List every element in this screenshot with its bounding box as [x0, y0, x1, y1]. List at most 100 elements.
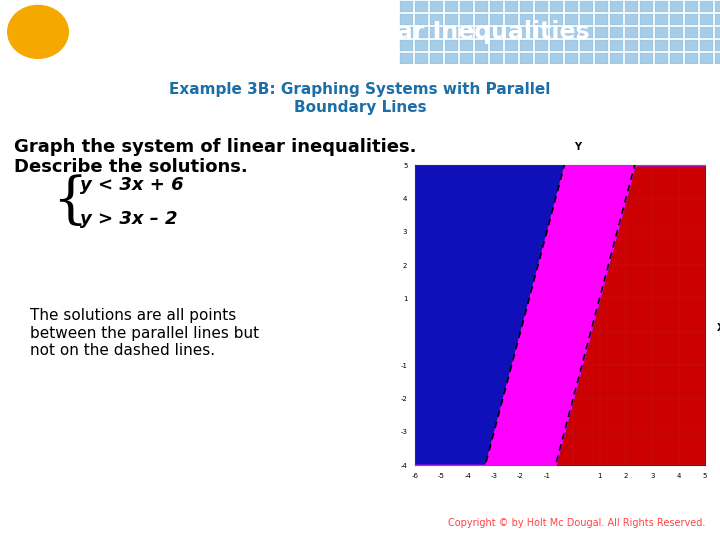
Bar — [445, 26, 458, 38]
Bar — [520, 14, 533, 25]
Ellipse shape — [7, 5, 69, 59]
Bar — [490, 39, 503, 51]
Bar — [430, 26, 443, 38]
Bar — [685, 14, 698, 25]
Bar — [565, 14, 578, 25]
Bar — [490, 52, 503, 64]
Bar — [610, 39, 623, 51]
Bar — [655, 52, 668, 64]
Bar — [625, 39, 638, 51]
Bar — [625, 26, 638, 38]
Text: Y: Y — [575, 141, 582, 152]
Bar — [565, 1, 578, 12]
Bar — [610, 52, 623, 64]
Bar — [550, 14, 563, 25]
Bar — [685, 26, 698, 38]
Bar — [430, 1, 443, 12]
Bar — [460, 26, 473, 38]
Bar — [445, 52, 458, 64]
Bar — [655, 26, 668, 38]
Bar — [565, 26, 578, 38]
Bar — [610, 14, 623, 25]
Bar — [700, 26, 713, 38]
Bar — [400, 14, 413, 25]
Bar — [535, 26, 548, 38]
Bar — [520, 39, 533, 51]
Bar — [535, 1, 548, 12]
Bar — [520, 52, 533, 64]
Bar — [460, 1, 473, 12]
Bar — [640, 1, 653, 12]
Bar — [535, 14, 548, 25]
Bar — [415, 14, 428, 25]
Bar — [715, 52, 720, 64]
Bar — [700, 52, 713, 64]
Bar — [565, 52, 578, 64]
Bar — [550, 26, 563, 38]
Text: The solutions are all points
between the parallel lines but
not on the dashed li: The solutions are all points between the… — [30, 308, 259, 358]
Bar — [715, 14, 720, 25]
Text: Graph the system of linear inequalities.
Describe the solutions.: Graph the system of linear inequalities.… — [14, 138, 416, 177]
Bar — [595, 39, 608, 51]
Bar — [685, 1, 698, 12]
Bar — [415, 1, 428, 12]
Bar — [580, 26, 593, 38]
Bar — [430, 52, 443, 64]
Bar — [460, 14, 473, 25]
Bar — [640, 14, 653, 25]
Bar — [550, 52, 563, 64]
Bar — [415, 39, 428, 51]
Bar — [490, 1, 503, 12]
Bar — [490, 26, 503, 38]
Bar — [640, 26, 653, 38]
Bar — [670, 14, 683, 25]
Text: Holt Mc.Dougal Algebra 1: Holt Mc.Dougal Algebra 1 — [14, 518, 157, 528]
Text: X: X — [717, 323, 720, 333]
Bar — [625, 14, 638, 25]
Bar — [550, 39, 563, 51]
Bar — [505, 26, 518, 38]
Bar — [595, 26, 608, 38]
Bar — [460, 39, 473, 51]
Bar — [400, 26, 413, 38]
Bar — [700, 14, 713, 25]
Text: Example 3B: Graphing Systems with Parallel
Boundary Lines: Example 3B: Graphing Systems with Parall… — [169, 82, 551, 114]
Bar — [685, 52, 698, 64]
Bar — [400, 39, 413, 51]
Bar — [535, 39, 548, 51]
Bar — [445, 39, 458, 51]
Text: Solving Systems of Linear Inequalities: Solving Systems of Linear Inequalities — [78, 20, 590, 44]
Bar — [700, 1, 713, 12]
Bar — [625, 52, 638, 64]
Bar — [655, 39, 668, 51]
Bar — [655, 14, 668, 25]
Text: y > 3x – 2: y > 3x – 2 — [80, 210, 178, 228]
Bar — [580, 39, 593, 51]
Text: {: { — [52, 175, 87, 230]
Bar — [460, 52, 473, 64]
Bar — [400, 1, 413, 12]
Bar — [475, 39, 488, 51]
Bar — [565, 39, 578, 51]
Bar — [595, 14, 608, 25]
Bar — [580, 1, 593, 12]
Bar — [670, 39, 683, 51]
Bar — [640, 52, 653, 64]
Bar — [670, 52, 683, 64]
Bar — [715, 26, 720, 38]
Bar — [670, 26, 683, 38]
Bar — [595, 1, 608, 12]
Bar — [505, 1, 518, 12]
Bar — [610, 1, 623, 12]
Bar — [475, 1, 488, 12]
Bar — [475, 52, 488, 64]
Bar — [520, 26, 533, 38]
Bar — [445, 14, 458, 25]
Bar — [535, 52, 548, 64]
Text: Copyright © by Holt Mc Dougal. All Rights Reserved.: Copyright © by Holt Mc Dougal. All Right… — [449, 518, 706, 528]
Bar — [640, 39, 653, 51]
Bar — [715, 39, 720, 51]
Bar — [580, 14, 593, 25]
Text: y < 3x + 6: y < 3x + 6 — [80, 177, 184, 194]
Bar — [475, 26, 488, 38]
